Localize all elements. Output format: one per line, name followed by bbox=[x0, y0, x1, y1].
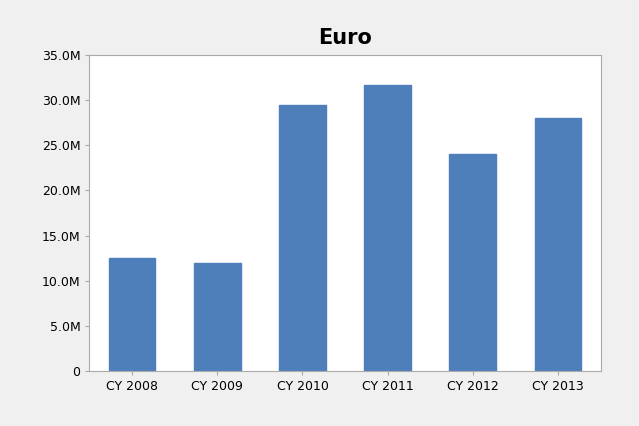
Bar bbox=[449, 155, 497, 371]
Bar bbox=[364, 85, 411, 371]
Bar bbox=[109, 258, 155, 371]
Bar bbox=[535, 118, 581, 371]
Bar bbox=[279, 105, 326, 371]
Title: Euro: Euro bbox=[318, 28, 372, 48]
Bar bbox=[194, 262, 241, 371]
